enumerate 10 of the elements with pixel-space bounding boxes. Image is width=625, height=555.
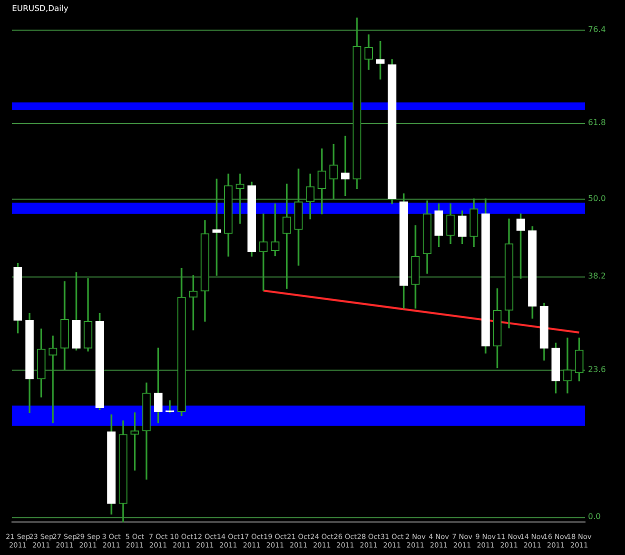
text: 0.0 (588, 512, 601, 522)
candlestick (563, 338, 572, 394)
text: 50.0 (588, 194, 606, 203)
text: 38.2 (588, 272, 606, 281)
text: 23.6 (588, 364, 606, 374)
chart-title: EURUSD,Daily (12, 4, 69, 13)
candlestick (48, 336, 58, 424)
candlestick (236, 174, 244, 224)
text: 61.8 (588, 118, 606, 128)
text: 76.4 (588, 24, 606, 34)
